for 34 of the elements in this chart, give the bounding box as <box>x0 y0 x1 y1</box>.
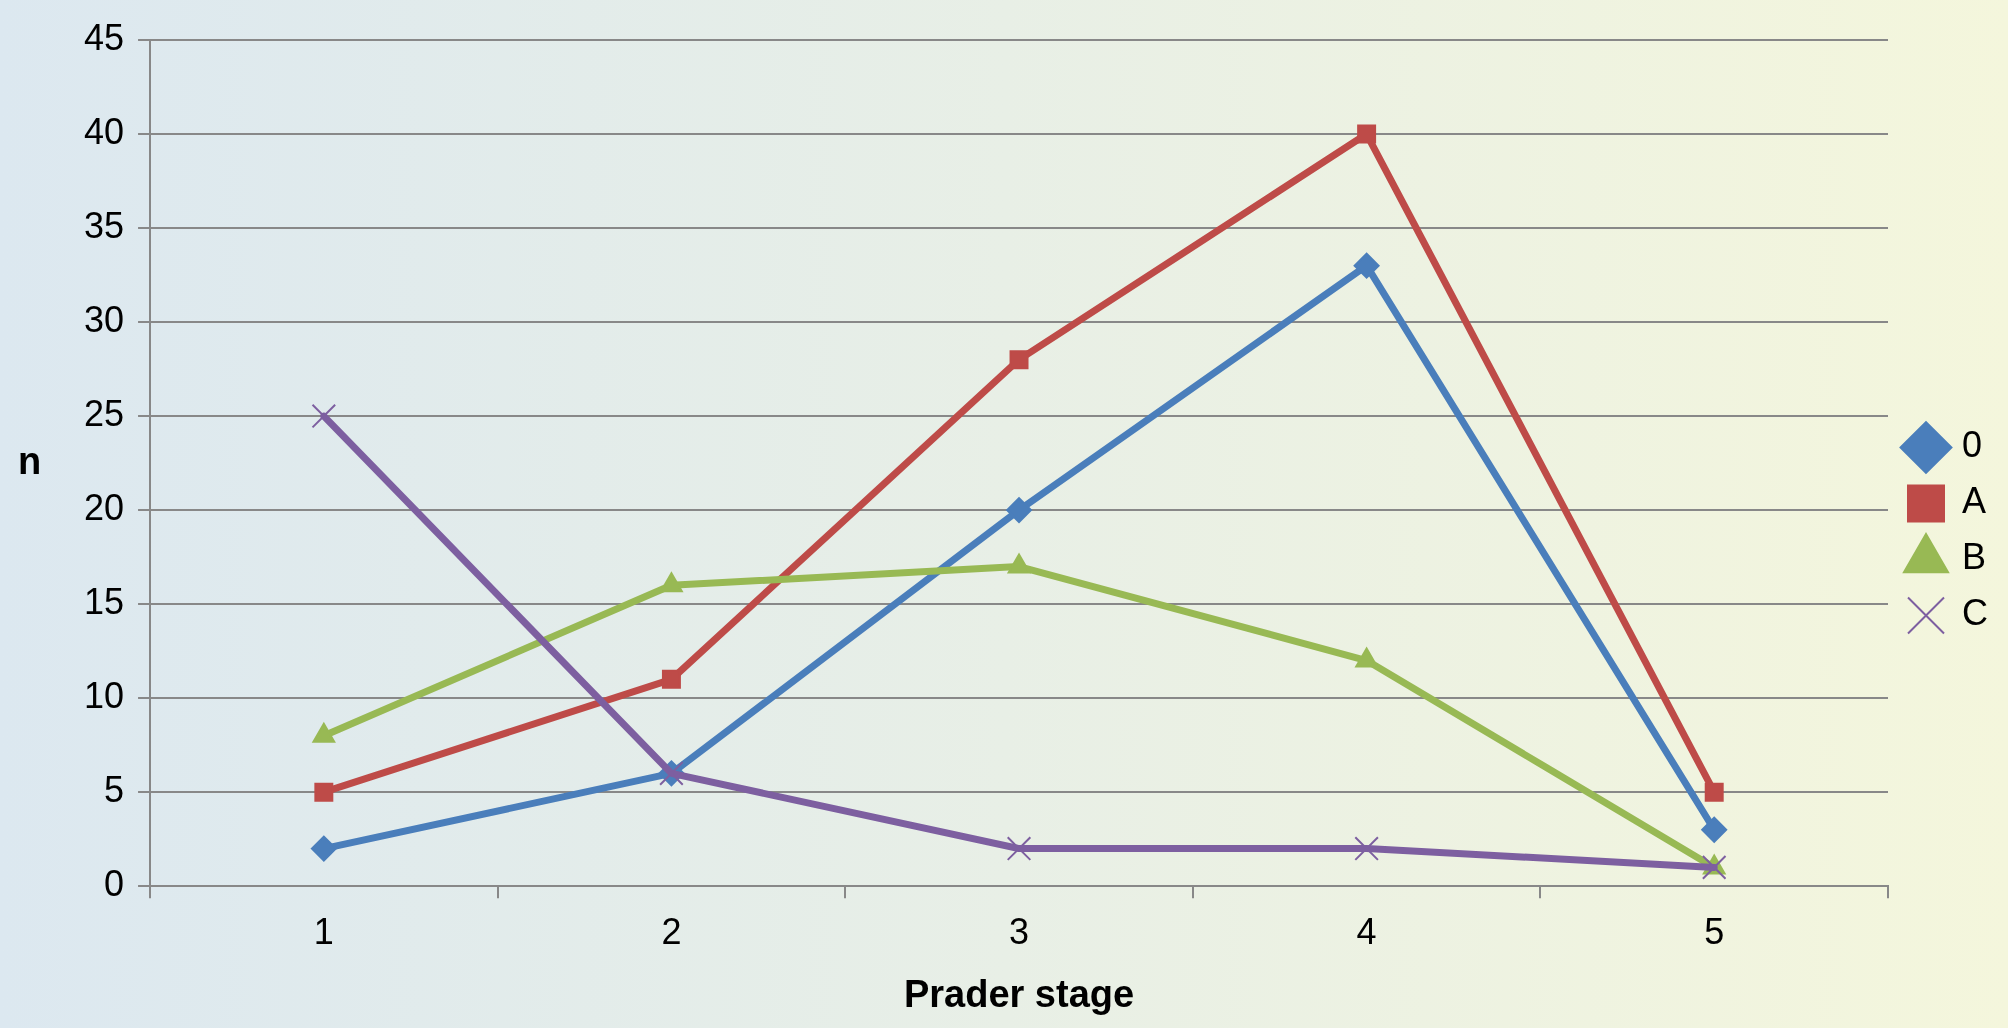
x-tick-label: 1 <box>313 910 334 952</box>
point <box>1701 816 1728 843</box>
point <box>1357 124 1377 144</box>
point <box>1704 782 1724 802</box>
legend-label: C <box>1962 592 1988 634</box>
point <box>314 782 334 802</box>
y-tick-label: 25 <box>84 393 125 435</box>
y-tick-label: 20 <box>84 487 125 529</box>
point <box>311 403 337 429</box>
y-tick-label: 40 <box>84 110 125 152</box>
legend-label: 0 <box>1962 424 1983 466</box>
x-tick-label: 2 <box>661 910 682 952</box>
x-tick-label: 5 <box>1704 910 1725 952</box>
x-axis-title: Prader stage <box>903 972 1135 1015</box>
x-tick-label: 4 <box>1356 910 1377 952</box>
point <box>1701 855 1727 880</box>
y-tick-label: 35 <box>84 204 125 246</box>
y-tick-label: 0 <box>104 863 125 905</box>
point <box>1009 350 1029 370</box>
y-tick-label: 15 <box>84 581 125 623</box>
y-tick-label: 30 <box>84 298 125 340</box>
point <box>1354 836 1379 861</box>
y-tick-label: 45 <box>84 16 125 58</box>
point <box>1006 836 1032 861</box>
point <box>661 669 681 689</box>
y-tick-label: 10 <box>84 675 125 717</box>
x-tick-label: 3 <box>1009 910 1030 952</box>
point <box>310 835 337 862</box>
y-axis-title: n <box>18 439 42 482</box>
legend-label: A <box>1962 480 1987 522</box>
point <box>1006 497 1033 524</box>
legend-label: B <box>1962 536 1987 578</box>
y-tick-label: 5 <box>104 769 125 811</box>
point <box>1353 252 1380 279</box>
